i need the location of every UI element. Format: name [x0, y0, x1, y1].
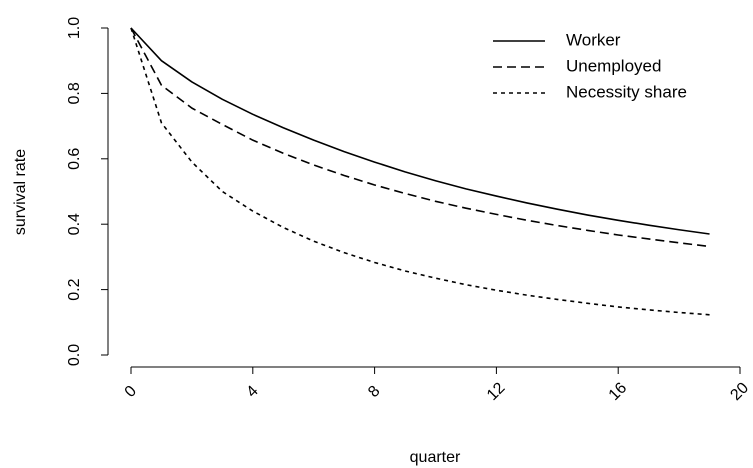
x-tick-label: 12 — [484, 379, 509, 404]
x-tick-label: 4 — [243, 383, 261, 401]
x-tick-label: 16 — [606, 379, 631, 404]
x-tick-label: 8 — [365, 383, 383, 401]
series-line-3 — [130, 27, 710, 316]
series-layer — [130, 27, 710, 316]
y-tick-label: 0.8 — [66, 82, 83, 104]
y-tick-label: 0.4 — [66, 213, 83, 235]
legend: Worker Unemployed Necessity share — [493, 30, 687, 101]
series-line-1 — [130, 27, 710, 235]
y-tick-label: 0.6 — [66, 148, 83, 170]
legend-label-1: Worker — [566, 30, 621, 49]
series-line-2 — [130, 27, 710, 248]
legend-label-3: Necessity share — [566, 82, 687, 101]
legend-label-2: Unemployed — [566, 56, 661, 75]
y-axis-title: survival rate — [12, 149, 29, 235]
y-tick-label: 0.0 — [66, 344, 83, 366]
x-tick-label: 20 — [727, 379, 752, 404]
y-tick-label: 0.2 — [66, 278, 83, 300]
y-tick-label: 1.0 — [66, 17, 83, 39]
x-tick-label: 0 — [122, 383, 140, 401]
x-axis-title: quarter — [410, 449, 461, 466]
